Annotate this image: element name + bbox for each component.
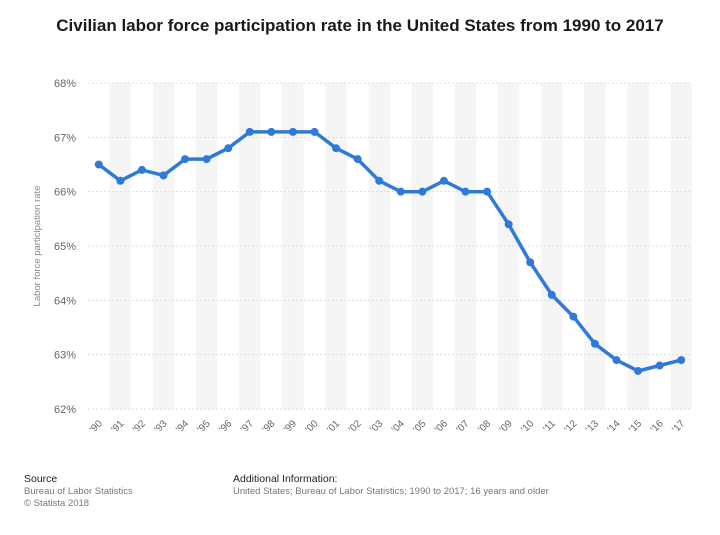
data-point <box>310 127 319 136</box>
y-tick-label: 64% <box>54 295 76 307</box>
column-band <box>195 83 218 409</box>
line-chart: 62% 63% 64% 65% 66% 67% 68% '90'91 '92 '93'94 '95… <box>32 78 692 435</box>
y-axis-ticks: 62% 63% 64% 65% 66% 67% 68% <box>54 78 76 416</box>
x-tick-label: '04 <box>390 418 407 435</box>
x-tick-label: '07 <box>455 418 472 435</box>
data-point <box>590 339 599 348</box>
column-band <box>411 83 434 409</box>
data-point <box>677 356 686 365</box>
x-tick-label: '16 <box>649 418 666 435</box>
column-bands <box>109 83 692 409</box>
data-point <box>159 171 168 180</box>
x-tick-label: '92 <box>131 418 148 435</box>
data-point <box>655 361 664 370</box>
additional-info-text: United States; Bureau of Labor Statistic… <box>233 486 549 497</box>
gridlines <box>88 82 692 410</box>
column-band <box>627 83 649 409</box>
data-points <box>94 127 686 375</box>
x-tick-label: '90 <box>88 418 105 435</box>
data-point <box>116 176 125 185</box>
data-point <box>547 290 556 299</box>
data-point <box>396 187 405 196</box>
x-tick-label: '08 <box>476 418 493 435</box>
x-tick-label: '13 <box>584 418 601 435</box>
x-tick-label: '97 <box>239 418 256 435</box>
data-point <box>181 155 190 164</box>
x-axis-ticks: '90'91'92'93'94'95'96'97'98'99'00'01'02 '… <box>88 418 688 435</box>
data-point <box>418 187 427 196</box>
y-tick-label: 67% <box>54 132 76 144</box>
data-point <box>375 176 384 185</box>
data-point <box>202 155 211 164</box>
source-text: Bureau of Labor Statistics <box>24 486 133 497</box>
column-band <box>368 83 390 409</box>
x-tick-label: '12 <box>562 418 579 435</box>
x-tick-label: '05 <box>411 418 428 435</box>
chart-title: Civilian labor force participation rate … <box>56 16 664 35</box>
column-band <box>584 83 606 409</box>
data-point <box>504 220 513 229</box>
x-tick-label: '09 <box>498 418 515 435</box>
data-point <box>569 312 578 321</box>
x-tick-label: '93 <box>153 418 170 435</box>
x-tick-label: '14 <box>606 418 623 435</box>
y-tick-label: 62% <box>54 404 76 416</box>
data-point <box>483 187 492 196</box>
data-point <box>461 187 470 196</box>
y-tick-label: 63% <box>54 350 76 362</box>
x-tick-label: '01 <box>325 418 342 435</box>
column-band <box>541 83 563 409</box>
data-point <box>439 176 448 185</box>
x-tick-label: '10 <box>519 418 536 435</box>
data-point <box>224 144 233 153</box>
y-tick-label: 68% <box>54 78 76 90</box>
y-tick-label: 66% <box>54 187 76 199</box>
data-point <box>137 165 146 174</box>
x-tick-label: '91 <box>109 418 126 435</box>
data-point <box>612 356 621 365</box>
x-tick-label: '95 <box>196 418 213 435</box>
additional-info-heading: Additional Information: <box>233 473 338 485</box>
x-tick-label: '99 <box>282 418 299 435</box>
x-tick-label: '03 <box>368 418 385 435</box>
data-point <box>267 127 276 136</box>
data-point <box>245 127 254 136</box>
footer-source: Source Bureau of Labor Statistics © Stat… <box>24 473 133 510</box>
footer-additional-info: Additional Information: United States; B… <box>233 473 549 498</box>
column-band <box>152 83 175 409</box>
data-point <box>94 160 103 169</box>
x-tick-label: '06 <box>433 418 450 435</box>
data-point <box>332 144 341 153</box>
data-point <box>288 127 297 136</box>
data-point <box>353 155 362 164</box>
y-axis-label: Labor force participation rate <box>32 186 43 307</box>
data-point <box>526 258 535 267</box>
x-tick-label: '96 <box>217 418 234 435</box>
y-tick-label: 65% <box>54 241 76 253</box>
x-tick-label: '17 <box>670 418 687 435</box>
x-tick-label: '00 <box>304 418 321 435</box>
x-tick-label: '11 <box>541 418 558 435</box>
x-tick-label: '94 <box>174 418 191 435</box>
x-tick-label: '15 <box>627 418 644 435</box>
x-tick-label: '98 <box>260 418 277 435</box>
data-point <box>634 366 643 375</box>
series-line <box>97 130 683 373</box>
copyright-text: © Statista 2018 <box>24 498 90 509</box>
x-tick-label: '02 <box>347 418 364 435</box>
source-heading: Source <box>24 473 58 485</box>
